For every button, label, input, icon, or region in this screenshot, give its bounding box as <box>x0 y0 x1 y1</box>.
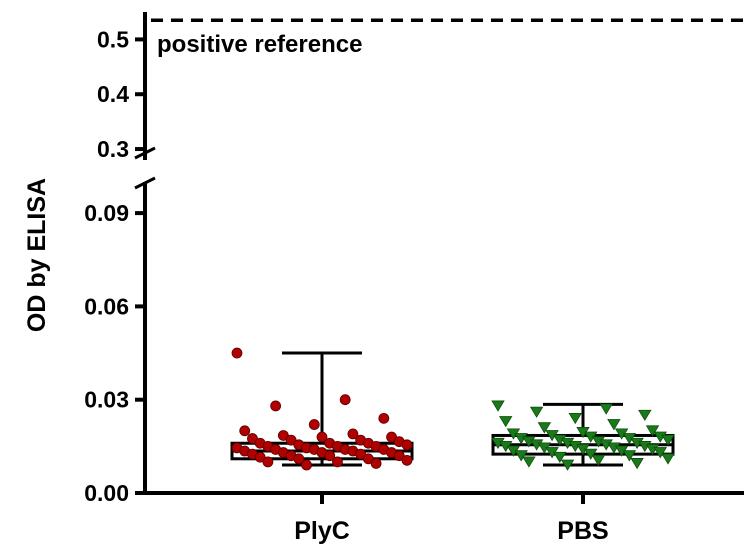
y-tick-label: 0.06 <box>84 293 129 319</box>
data-point <box>499 416 513 428</box>
y-tick-label: 0.00 <box>84 480 129 506</box>
data-point <box>607 419 621 431</box>
data-point <box>553 451 567 464</box>
data-point <box>324 450 336 462</box>
data-point <box>308 419 320 430</box>
data-point <box>285 434 297 446</box>
data-points <box>231 347 675 471</box>
data-point <box>339 394 351 406</box>
data-point <box>491 400 505 412</box>
data-point <box>622 450 637 462</box>
y-axis-title: OD by ELISA <box>23 178 51 332</box>
data-point <box>270 400 282 412</box>
data-point <box>584 448 598 460</box>
data-point <box>362 453 374 465</box>
data-point <box>537 422 552 434</box>
data-point <box>514 450 528 462</box>
y-tick-label: 0.4 <box>97 81 129 107</box>
data-point <box>393 450 405 462</box>
data-point <box>293 453 305 465</box>
data-point <box>591 454 606 467</box>
data-point <box>378 412 390 424</box>
data-point <box>522 456 536 468</box>
y-tick-label: 0.03 <box>84 387 129 413</box>
x-category-label: PBS <box>557 517 608 545</box>
data-point <box>599 403 613 415</box>
data-point <box>401 439 413 451</box>
data-point <box>560 459 575 471</box>
data-point <box>653 447 667 459</box>
data-point <box>568 412 582 425</box>
y-tick-label: 0.5 <box>97 26 129 52</box>
positive-reference-label: positive reference <box>157 31 362 58</box>
data-point <box>630 458 644 470</box>
data-point <box>386 431 397 443</box>
axis-break-mark <box>134 146 156 160</box>
data-point <box>332 456 343 468</box>
data-point <box>661 453 675 465</box>
x-category-label: PlyC <box>294 517 350 545</box>
data-point <box>638 409 652 422</box>
data-point <box>355 448 367 460</box>
data-point <box>661 434 675 446</box>
data-point <box>262 456 274 468</box>
data-point <box>645 425 660 437</box>
data-point <box>301 459 312 471</box>
data-point <box>247 433 258 444</box>
data-point <box>370 458 382 469</box>
data-point <box>277 430 289 441</box>
data-point <box>254 451 266 463</box>
axes <box>134 12 744 504</box>
y-tick-label: 0.3 <box>97 136 129 162</box>
data-point <box>401 454 413 466</box>
data-point <box>347 428 359 440</box>
axis-break-mark <box>134 176 156 190</box>
y-tick-label: 0.09 <box>84 200 129 226</box>
data-point <box>239 425 251 437</box>
data-point <box>231 347 243 359</box>
labels: 0.00 0.03 0.06 0.09 0.3 0.4 0.5 PlyC PBS OD by EL… <box>23 26 609 545</box>
data-point <box>316 431 328 443</box>
data-point <box>529 406 544 418</box>
